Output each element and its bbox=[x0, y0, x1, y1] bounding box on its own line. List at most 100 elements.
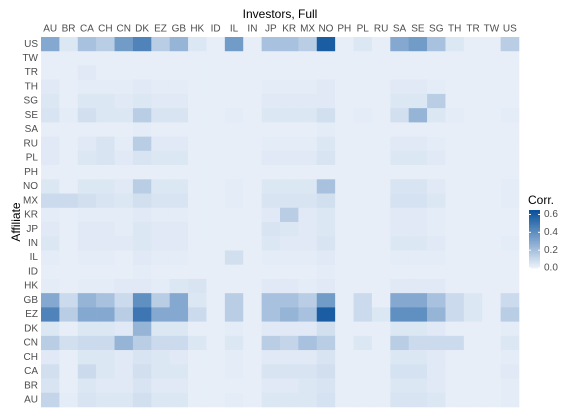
heat-cell bbox=[243, 165, 262, 180]
colorbar-segment bbox=[529, 250, 540, 253]
heat-cell bbox=[261, 250, 281, 265]
heat-cell bbox=[77, 378, 97, 394]
heat-cell bbox=[151, 293, 170, 308]
colorbar-segment bbox=[529, 236, 540, 239]
heat-cell bbox=[188, 65, 207, 80]
heat-cell bbox=[169, 179, 189, 194]
heat-cell bbox=[188, 122, 207, 137]
heat-cell bbox=[280, 264, 299, 280]
heat-cell bbox=[206, 37, 226, 52]
heat-cell bbox=[132, 307, 152, 322]
heat-cell bbox=[41, 264, 60, 280]
heat-cell bbox=[41, 37, 60, 52]
heat-cell bbox=[188, 193, 207, 209]
y-tick-label: TW bbox=[22, 53, 38, 64]
heat-cell bbox=[463, 321, 483, 337]
heat-cell bbox=[151, 207, 170, 223]
heat-cell bbox=[132, 278, 152, 294]
heat-cell bbox=[77, 122, 97, 137]
heat-cell bbox=[298, 321, 318, 337]
y-tick-label: IN bbox=[28, 238, 38, 249]
x-axis-title: Investors, Full bbox=[243, 7, 318, 21]
heat-cell bbox=[224, 136, 244, 152]
heat-cell bbox=[96, 392, 115, 408]
heat-cell bbox=[298, 392, 318, 408]
heat-cell bbox=[96, 335, 115, 351]
heat-cell bbox=[77, 278, 97, 294]
heat-cell bbox=[298, 350, 318, 365]
heat-cell bbox=[59, 335, 79, 351]
heat-cell bbox=[243, 37, 262, 52]
heat-cell bbox=[353, 278, 373, 294]
heat-cell bbox=[335, 222, 354, 237]
heat-cell bbox=[390, 122, 409, 137]
x-tick-label: IN bbox=[247, 24, 257, 35]
heat-cell bbox=[427, 350, 446, 365]
heat-cell bbox=[390, 392, 409, 408]
heat-cell bbox=[500, 250, 520, 265]
heat-cell bbox=[500, 264, 520, 280]
heat-cell bbox=[316, 264, 336, 280]
heat-cell bbox=[298, 65, 318, 80]
heat-cell bbox=[482, 321, 501, 337]
heat-cell bbox=[371, 65, 391, 80]
colorbar-segment bbox=[529, 266, 540, 269]
y-tick-label: SA bbox=[25, 124, 39, 135]
heat-cell bbox=[500, 65, 520, 80]
heat-cell bbox=[224, 222, 244, 237]
heat-cell bbox=[371, 264, 391, 280]
heat-cell bbox=[371, 37, 391, 52]
heat-cell bbox=[445, 392, 465, 408]
heat-cell bbox=[353, 51, 373, 66]
heat-cell bbox=[316, 278, 336, 294]
heat-cell bbox=[427, 93, 446, 109]
heat-cell bbox=[132, 250, 152, 265]
heat-cell bbox=[41, 136, 60, 152]
heat-cell bbox=[408, 222, 428, 237]
heat-cell bbox=[427, 278, 446, 294]
heat-cell bbox=[298, 79, 318, 95]
heat-cell bbox=[96, 108, 115, 123]
heat-cell bbox=[482, 51, 501, 66]
heat-cell bbox=[132, 165, 152, 180]
heat-cell bbox=[335, 321, 354, 337]
heat-cell bbox=[335, 335, 354, 351]
heat-cell bbox=[151, 392, 170, 408]
heat-cell bbox=[482, 65, 501, 80]
colorbar-segment bbox=[529, 259, 540, 262]
heat-cell bbox=[206, 264, 226, 280]
heat-cell bbox=[371, 236, 391, 251]
heat-cell bbox=[77, 93, 97, 109]
heat-cell bbox=[41, 108, 60, 123]
heat-cell bbox=[390, 136, 409, 152]
colorbar-segment bbox=[529, 234, 540, 237]
colorbar-segment bbox=[529, 211, 540, 214]
heat-cell bbox=[132, 264, 152, 280]
heat-cell bbox=[353, 165, 373, 180]
heat-cell bbox=[243, 236, 262, 251]
heat-cell bbox=[261, 350, 281, 365]
heat-cell bbox=[96, 150, 115, 166]
y-axis-title: Affiliate bbox=[9, 202, 23, 241]
heat-cell bbox=[390, 236, 409, 251]
heat-cell bbox=[390, 179, 409, 194]
heat-cell bbox=[132, 51, 152, 66]
heat-cell bbox=[371, 335, 391, 351]
heat-cell bbox=[243, 278, 262, 294]
heat-cell bbox=[169, 321, 189, 337]
heat-cell bbox=[445, 93, 465, 109]
heat-cell bbox=[59, 350, 79, 365]
heat-cell bbox=[169, 136, 189, 152]
heat-cell bbox=[243, 51, 262, 66]
heat-cell bbox=[335, 150, 354, 166]
heat-cell bbox=[261, 207, 281, 223]
x-tick-label: PL bbox=[357, 24, 370, 35]
heat-cell bbox=[298, 136, 318, 152]
heat-cell bbox=[408, 108, 428, 123]
x-tick-label: MX bbox=[300, 24, 315, 35]
heat-cell bbox=[371, 364, 391, 379]
y-tick-label: ID bbox=[28, 266, 38, 277]
heat-cell bbox=[96, 65, 115, 80]
heat-cell bbox=[316, 37, 336, 52]
